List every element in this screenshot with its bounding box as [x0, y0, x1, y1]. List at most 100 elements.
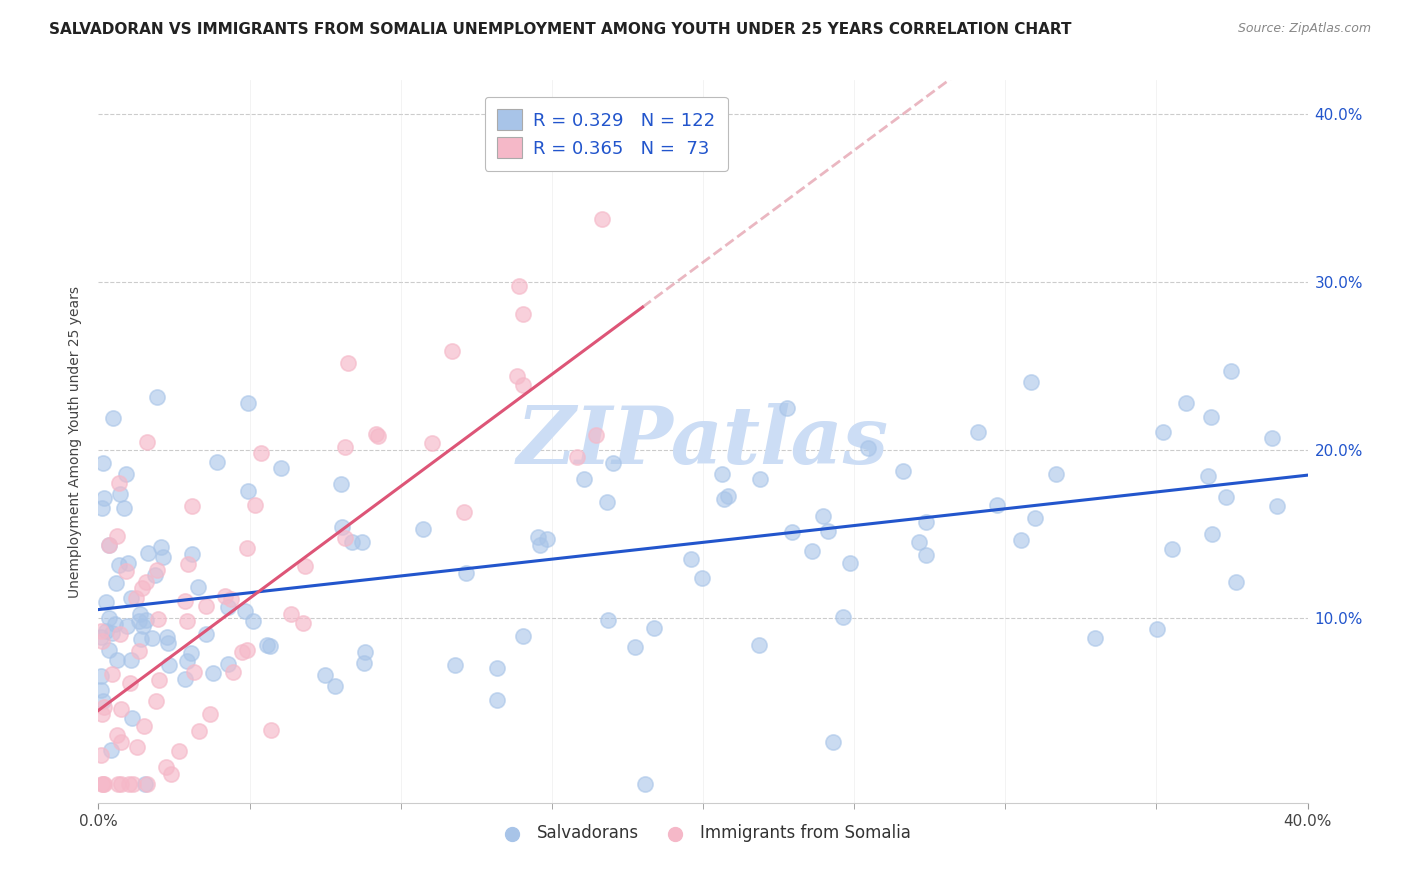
Point: [811, 509, 834, 524]
Point: [323, 679, 346, 693]
Point: [174, 594, 197, 608]
Point: [146, 611, 169, 625]
Point: [529, 538, 551, 552]
Point: [336, 356, 359, 370]
Point: [1199, 409, 1222, 424]
Point: [1045, 467, 1067, 481]
Point: [270, 460, 292, 475]
Point: [91, 777, 114, 791]
Point: [330, 477, 353, 491]
Point: [110, 626, 132, 640]
Point: [1019, 376, 1042, 390]
Point: [108, 476, 131, 491]
Point: [831, 610, 853, 624]
Point: [1010, 533, 1032, 547]
Point: [486, 693, 509, 707]
Point: [177, 557, 200, 571]
Point: [205, 455, 228, 469]
Point: [260, 723, 283, 738]
Point: [1201, 527, 1223, 541]
Point: [90, 748, 112, 763]
Point: [121, 711, 143, 725]
Point: [155, 760, 177, 774]
Point: [634, 777, 657, 791]
Point: [280, 607, 302, 621]
Point: [800, 544, 823, 558]
Point: [679, 552, 702, 566]
Point: [180, 499, 202, 513]
Point: [150, 541, 173, 555]
Point: [94, 624, 117, 639]
Point: [817, 524, 839, 539]
Point: [335, 440, 357, 454]
Point: [512, 377, 534, 392]
Point: [98, 538, 121, 552]
Point: [1265, 500, 1288, 514]
Point: [1152, 425, 1174, 439]
Point: [120, 591, 142, 606]
Point: [710, 467, 733, 481]
Point: [198, 706, 221, 721]
Point: [180, 646, 202, 660]
Point: [135, 575, 157, 590]
Point: [1225, 574, 1247, 589]
Point: [366, 429, 388, 443]
Point: [125, 591, 148, 606]
Point: [91, 501, 114, 516]
Point: [114, 500, 136, 515]
Point: [354, 645, 377, 659]
Point: [145, 390, 167, 404]
Point: [1175, 396, 1198, 410]
Point: [90, 682, 112, 697]
Point: [135, 613, 157, 627]
Point: [120, 652, 142, 666]
Point: [107, 777, 129, 791]
Point: [572, 472, 595, 486]
Point: [242, 614, 264, 628]
Point: [454, 566, 477, 581]
Point: [366, 426, 388, 441]
Point: [907, 535, 929, 549]
Point: [221, 591, 243, 606]
Point: [176, 654, 198, 668]
Point: [330, 519, 353, 533]
Point: [104, 617, 127, 632]
Point: [169, 744, 191, 758]
Point: [294, 558, 316, 573]
Point: [105, 575, 128, 590]
Point: [914, 515, 936, 529]
Point: [780, 524, 803, 539]
Point: [128, 607, 150, 622]
Point: [915, 548, 938, 562]
Point: [148, 673, 170, 688]
Point: [596, 613, 619, 627]
Point: [1261, 431, 1284, 445]
Point: [143, 567, 166, 582]
Point: [775, 401, 797, 416]
Text: ZIPatlas: ZIPatlas: [517, 403, 889, 480]
Point: [291, 616, 314, 631]
Point: [643, 621, 665, 635]
Point: [90, 669, 112, 683]
Point: [93, 491, 115, 505]
Point: [238, 483, 260, 498]
Point: [591, 211, 613, 226]
Point: [342, 534, 364, 549]
Point: [536, 533, 558, 547]
Point: [108, 486, 131, 500]
Point: [214, 589, 236, 603]
Point: [565, 450, 588, 464]
Point: [145, 694, 167, 708]
Point: [1197, 469, 1219, 483]
Point: [110, 735, 132, 749]
Text: SALVADORAN VS IMMIGRANTS FROM SOMALIA UNEMPLOYMENT AMONG YOUTH UNDER 25 YEARS CO: SALVADORAN VS IMMIGRANTS FROM SOMALIA UN…: [49, 22, 1071, 37]
Point: [217, 599, 239, 614]
Point: [512, 308, 534, 322]
Point: [136, 777, 159, 791]
Point: [132, 619, 155, 633]
Point: [512, 629, 534, 643]
Point: [1024, 510, 1046, 524]
Point: [624, 640, 647, 654]
Point: [259, 639, 281, 653]
Point: [839, 556, 862, 570]
